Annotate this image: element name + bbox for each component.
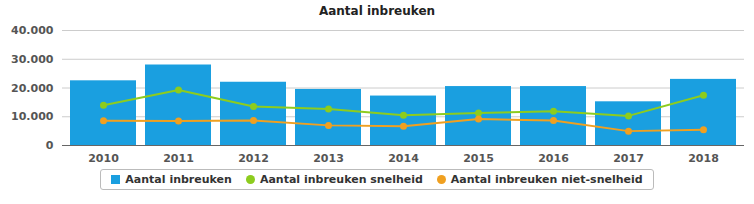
svg-text:20.000: 20.000 bbox=[11, 82, 54, 95]
html-text:Aantal inbreuken niet-snelheid: Aantal inbreuken niet-snelheid bbox=[450, 173, 643, 186]
svg-text:10.000: 10.000 bbox=[11, 110, 54, 123]
svg-text:2012: 2012 bbox=[238, 152, 269, 165]
svg-text:2011: 2011 bbox=[163, 152, 194, 165]
svg-text:2018: 2018 bbox=[688, 152, 719, 165]
svg-text:2015: 2015 bbox=[463, 152, 494, 165]
svg-text:2010: 2010 bbox=[88, 152, 119, 165]
html-text:Aantal inbreuken: Aantal inbreuken bbox=[318, 4, 436, 18]
svg-text:0: 0 bbox=[46, 139, 54, 152]
html-text:Aantal inbreuken: Aantal inbreuken bbox=[125, 173, 232, 186]
svg-text:40.000: 40.000 bbox=[11, 24, 54, 37]
svg-text:30.000: 30.000 bbox=[11, 53, 54, 66]
svg-text:2013: 2013 bbox=[313, 152, 344, 165]
svg-text:2017: 2017 bbox=[613, 152, 644, 165]
html-text:Aantal inbreuken snelheid: Aantal inbreuken snelheid bbox=[259, 173, 423, 186]
svg-text:2016: 2016 bbox=[538, 152, 569, 165]
svg-text:2014: 2014 bbox=[388, 152, 419, 165]
